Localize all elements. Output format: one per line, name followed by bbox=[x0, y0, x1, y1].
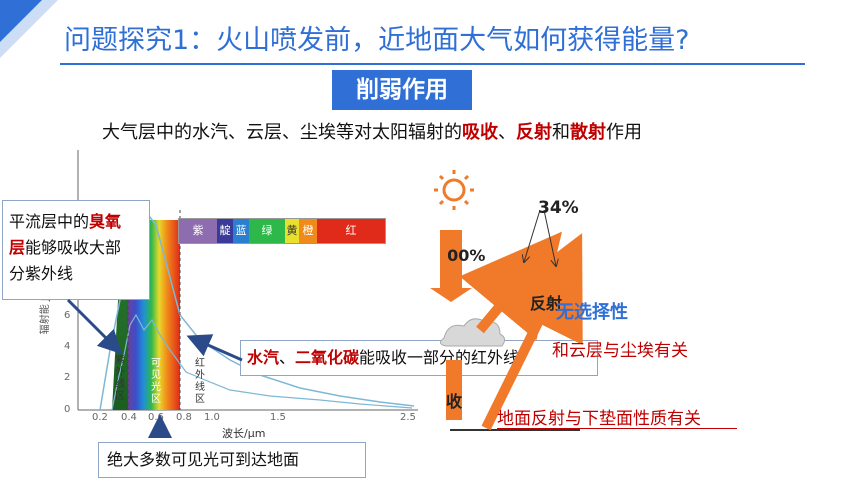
color-spectrum-strip: 紫 靛 蓝 绿 黄 橙 红 bbox=[178, 218, 386, 244]
nonselective-label: 无选择性 bbox=[556, 302, 628, 323]
x-axis-label: 波长/μm bbox=[222, 427, 266, 440]
ground-arrow-body bbox=[446, 360, 462, 420]
cloud-reflect-arrow bbox=[459, 231, 563, 341]
ground-reflect-underline bbox=[497, 428, 737, 429]
title-underline bbox=[60, 63, 805, 65]
infrared-hl1: 水汽 bbox=[247, 348, 280, 367]
incoming-percent-text: 100% bbox=[436, 246, 486, 265]
ground-reflect-arrow bbox=[481, 233, 583, 431]
subtitle-part1: 大气层中的水汽、云层、尘埃等对太阳辐射的 bbox=[102, 122, 462, 143]
absorb-label: 收 bbox=[446, 392, 463, 411]
x-tick: 0.8 bbox=[176, 412, 192, 423]
incoming-percent: 100% bbox=[448, 246, 485, 265]
page-title: 问题探究1：火山喷发前，近地面大气如何获得能量? bbox=[64, 25, 690, 56]
ozone-post1: 能够吸收大部 bbox=[25, 238, 122, 257]
corner-decoration bbox=[0, 0, 42, 42]
ir-zone-label: 红外线区 bbox=[195, 358, 205, 405]
band-orange: 橙 bbox=[299, 219, 317, 243]
y-tick: 4 bbox=[64, 341, 71, 352]
reflect-label: 反射 bbox=[530, 294, 563, 313]
visible-note-box: 绝大多数可见光可到达地面 bbox=[98, 442, 366, 478]
ozone-arrow bbox=[66, 298, 123, 355]
x-tick: 0.4 bbox=[121, 412, 137, 423]
band-blue: 蓝 bbox=[233, 219, 249, 243]
clouds-dust-label: 和云层与尘埃有关 bbox=[552, 341, 688, 361]
subtitle-and: 和 bbox=[552, 122, 570, 143]
section-badge: 削弱作用 bbox=[332, 70, 472, 110]
incoming-arrow-body bbox=[440, 230, 462, 290]
uv-zone-label: 紫外线区 bbox=[115, 355, 125, 402]
ozone-pre: 平流层中的 bbox=[9, 212, 90, 231]
band-red: 红 bbox=[317, 219, 385, 243]
band-indigo: 靛 bbox=[217, 219, 233, 243]
sun-icon bbox=[434, 170, 474, 210]
visible-zone-label: 可见光区 bbox=[151, 358, 161, 405]
subtitle: 大气层中的水汽、云层、尘埃等对太阳辐射的吸收、反射和散射作用 bbox=[102, 118, 642, 144]
infrared-post: 能吸收一部分的红外线 bbox=[359, 348, 520, 367]
x-tick: 1.5 bbox=[270, 412, 286, 423]
x-tick: 2.5 bbox=[400, 412, 416, 423]
reflect-percent: 34% bbox=[538, 198, 579, 218]
subtitle-absorb: 吸收 bbox=[462, 122, 498, 143]
pointer-line-1 bbox=[524, 209, 541, 262]
ozone-hl2: 层 bbox=[9, 238, 26, 257]
ozone-hl1: 臭氧 bbox=[89, 212, 122, 231]
ozone-post2: 分紫外线 bbox=[9, 264, 74, 283]
band-yellow: 黄 bbox=[285, 219, 299, 243]
ozone-note-box: 平流层中的臭氧 层能够吸收大部 分紫外线 bbox=[2, 200, 150, 300]
band-violet: 紫 bbox=[179, 219, 217, 243]
reflection-diagram bbox=[430, 170, 583, 431]
solar-curve-surface bbox=[111, 313, 413, 411]
incoming-arrow-head bbox=[430, 288, 472, 302]
subtitle-sep: 、 bbox=[498, 122, 516, 143]
y-tick: 6 bbox=[64, 310, 71, 321]
x-tick: 1.0 bbox=[204, 412, 220, 423]
pointer-line-2 bbox=[543, 209, 556, 266]
cloud-icon bbox=[440, 318, 506, 347]
subtitle-part2: 作用 bbox=[606, 122, 642, 143]
subtitle-scatter: 散射 bbox=[570, 122, 606, 143]
infrared-sep: 、 bbox=[279, 348, 296, 367]
band-green: 绿 bbox=[249, 219, 285, 243]
y-tick: 0 bbox=[64, 404, 71, 415]
y-tick: 2 bbox=[64, 372, 71, 383]
x-tick: 0.2 bbox=[92, 412, 108, 423]
ground-reflect-label: 地面反射与下垫面性质有关 bbox=[497, 409, 701, 429]
infrared-arrow bbox=[186, 334, 243, 362]
infrared-hl2: 二氧化碳 bbox=[295, 348, 360, 367]
subtitle-reflect: 反射 bbox=[516, 122, 552, 143]
